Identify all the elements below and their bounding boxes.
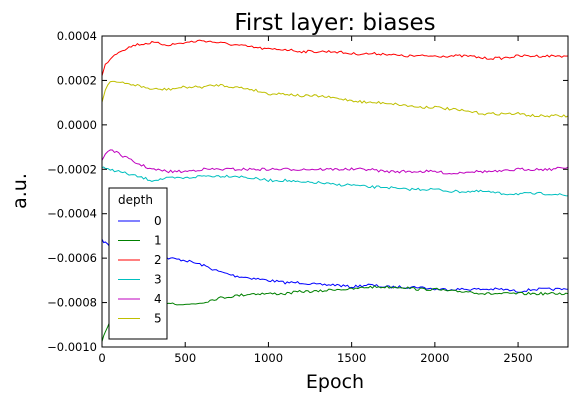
y-tick-label: −0.0006 <box>47 251 97 265</box>
legend-title: depth <box>118 193 153 207</box>
legend-items: 0 1 2 3 4 5 <box>118 214 162 326</box>
series-line-1 <box>101 285 569 342</box>
y-tick-label: 0.0000 <box>57 118 97 132</box>
series-line-5 <box>101 80 569 118</box>
legend-label-3: 3 <box>154 273 162 287</box>
y-tick-label: −0.0002 <box>47 162 97 176</box>
plot-frame <box>101 35 569 348</box>
legend-label-1: 1 <box>154 234 162 248</box>
legend-box <box>108 187 168 340</box>
x-tick-label: 1500 <box>337 351 366 365</box>
y-tick-label: −0.0004 <box>47 207 97 221</box>
legend-label-0: 0 <box>154 214 162 228</box>
legend-label-2: 2 <box>154 253 162 267</box>
series-line-2 <box>101 39 569 77</box>
y-axis-label: a.u. <box>9 173 31 209</box>
series-line-3 <box>101 166 569 197</box>
series-line-0 <box>101 238 569 293</box>
x-tick-label: 2000 <box>420 351 449 365</box>
y-tick-label: 0.0004 <box>57 29 97 43</box>
x-tick-label: 500 <box>174 351 196 365</box>
series-line-4 <box>101 149 569 175</box>
y-tick-label: −0.0008 <box>47 296 97 310</box>
y-tick-label: 0.0002 <box>57 73 97 87</box>
legend[interactable]: depth 0 1 2 3 4 5 <box>108 187 168 340</box>
legend-label-4: 4 <box>154 292 162 306</box>
chart-title: First layer: biases <box>234 10 435 36</box>
x-tick-label: 1000 <box>254 351 283 365</box>
legend-label-5: 5 <box>154 312 162 326</box>
ticks-layer: 0 500 1000 1500 2000 2500 0.0004 0.0002 0.0000 −0… <box>47 29 568 365</box>
x-tick-label: 0 <box>98 351 105 365</box>
x-axis-label: Epoch <box>306 371 364 393</box>
y-tick-label: −0.0010 <box>47 340 97 354</box>
series-layer <box>101 39 569 342</box>
x-tick-label: 2500 <box>503 351 532 365</box>
